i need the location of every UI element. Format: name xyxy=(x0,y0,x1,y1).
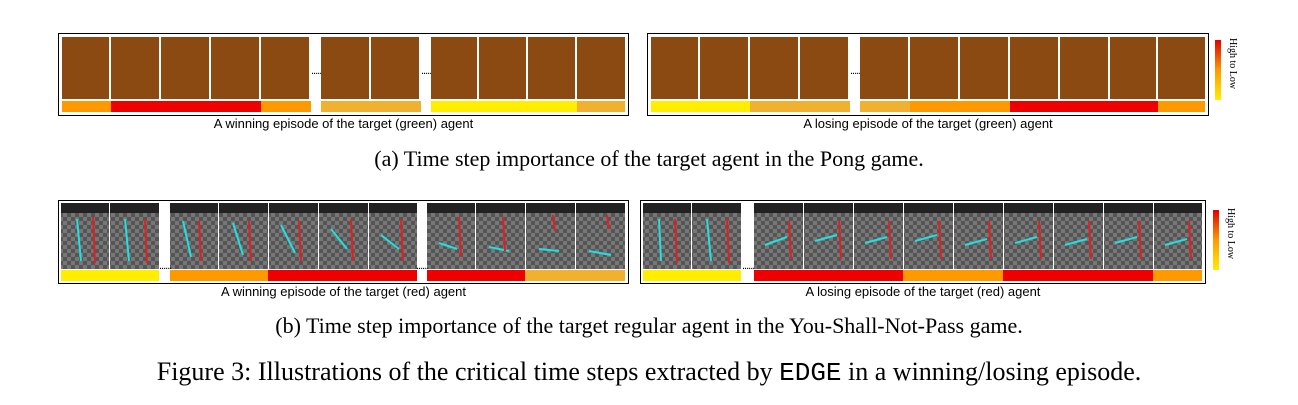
importance-bar xyxy=(903,270,1003,281)
importance-bar xyxy=(750,101,850,112)
ysnp-frame xyxy=(804,203,853,269)
importance-bar xyxy=(1003,270,1153,281)
importance-bar xyxy=(427,270,525,281)
pong-win-panel: ...... ...... xyxy=(58,33,629,116)
pong-frame xyxy=(651,37,700,99)
ysnp-frame xyxy=(643,203,691,269)
importance-gradient xyxy=(1215,40,1221,100)
pong-frame xyxy=(1158,37,1205,99)
pong-frame xyxy=(1060,37,1110,99)
ysnp-frame xyxy=(754,203,803,269)
ysnp-win-panel: ...... ...... xyxy=(58,200,629,284)
pong-frame xyxy=(910,37,960,99)
ysnp-frame xyxy=(954,203,1003,269)
pong-frame xyxy=(62,37,111,99)
ysnp-frame xyxy=(476,203,525,269)
pong-frame xyxy=(800,37,850,99)
figure-caption-prefix: Figure 3: Illustrations of the critical … xyxy=(156,357,780,386)
importance-bar xyxy=(170,270,268,281)
importance-bar xyxy=(651,101,750,112)
pong-frame xyxy=(431,37,479,99)
importance-bar xyxy=(643,270,741,281)
ysnp-frame xyxy=(1004,203,1053,269)
method-name: EDGE xyxy=(779,358,842,388)
ysnp-frame xyxy=(1054,203,1103,269)
importance-bar xyxy=(577,101,625,112)
legend-label: High to Low xyxy=(1227,38,1238,90)
figure-caption: Figure 3: Illustrations of the critical … xyxy=(0,357,1298,388)
ellipsis: ...... xyxy=(850,65,863,77)
pong-frame xyxy=(1110,37,1158,99)
importance-bar xyxy=(754,270,903,281)
ysnp-frame xyxy=(526,203,575,269)
ysnp-frame xyxy=(110,203,159,269)
pong-frame xyxy=(111,37,161,99)
pong-frame xyxy=(860,37,910,99)
ysnp-frame xyxy=(269,203,318,269)
importance-bar xyxy=(525,270,625,281)
pong-lose-label: A losing episode of the target (green) a… xyxy=(803,116,1053,131)
importance-legend: High to Low xyxy=(1213,38,1245,104)
pong-frame xyxy=(161,37,211,99)
pong-frame xyxy=(479,37,528,99)
pong-frame xyxy=(211,37,261,99)
ellipsis: ...... xyxy=(421,65,434,77)
ysnp-frame xyxy=(692,203,741,269)
ysnp-frame xyxy=(854,203,903,269)
pong-frame xyxy=(750,37,800,99)
importance-bar xyxy=(1010,101,1158,112)
importance-bar xyxy=(61,270,159,281)
ysnp-frame xyxy=(170,203,218,269)
importance-bar xyxy=(1158,101,1205,112)
ellipsis: ...... xyxy=(742,260,755,272)
pong-frame xyxy=(960,37,1010,99)
figure-caption-suffix: in a winning/losing episode. xyxy=(841,357,1142,386)
ysnp-frame xyxy=(219,203,268,269)
pong-win-label: A winning episode of the target (green) … xyxy=(213,116,474,131)
pong-lose-panel: ...... xyxy=(647,33,1209,116)
caption-b: (b) Time step importance of the target r… xyxy=(275,313,1023,338)
pong-frame xyxy=(528,37,577,99)
importance-legend: High to Low xyxy=(1211,208,1243,274)
ysnp-frames-win xyxy=(61,203,625,269)
importance-bar xyxy=(62,101,111,112)
ysnp-frame xyxy=(1154,203,1202,269)
ysnp-lose-label: A losing episode of the target (red) age… xyxy=(805,284,1041,299)
caption-a: (a) Time step importance of the target a… xyxy=(374,146,924,171)
ysnp-lose-panel: ...... xyxy=(640,200,1206,284)
ysnp-frame xyxy=(369,203,417,269)
importance-bar xyxy=(261,101,311,112)
importance-gradient xyxy=(1213,210,1219,270)
ysnp-frame xyxy=(319,203,368,269)
pong-frame xyxy=(1010,37,1060,99)
ellipsis: ...... xyxy=(311,65,324,77)
pong-frame xyxy=(371,37,421,99)
ysnp-frame xyxy=(576,203,625,269)
pong-frame xyxy=(700,37,750,99)
ysnp-frame xyxy=(427,203,475,269)
importance-bar xyxy=(111,101,261,112)
importance-bar xyxy=(1153,270,1202,281)
importance-bar xyxy=(431,101,577,112)
ysnp-frame xyxy=(904,203,953,269)
pong-frame xyxy=(321,37,371,99)
ysnp-win-label: A winning episode of the target (red) ag… xyxy=(221,284,466,299)
ysnp-frame xyxy=(1104,203,1153,269)
ysnp-frames-lose xyxy=(643,203,1202,269)
importance-bar xyxy=(268,270,417,281)
ellipsis: ...... xyxy=(416,260,429,272)
pong-frame xyxy=(577,37,625,99)
ysnp-frame xyxy=(61,203,109,269)
legend-label: High to Low xyxy=(1225,208,1236,260)
pong-frame xyxy=(261,37,311,99)
importance-bar xyxy=(860,101,910,112)
importance-bar xyxy=(321,101,421,112)
importance-bar xyxy=(910,101,1010,112)
ellipsis: ...... xyxy=(159,260,172,272)
